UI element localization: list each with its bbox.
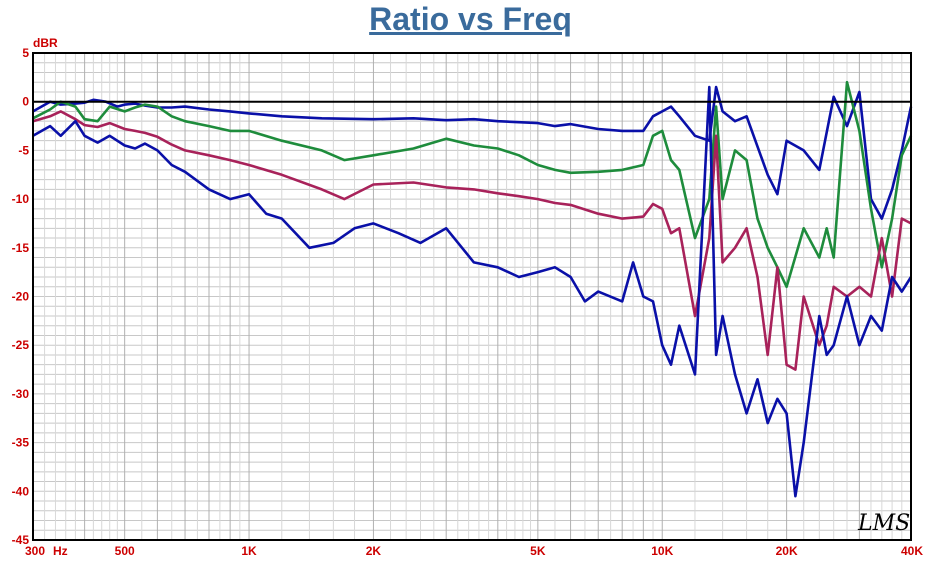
x-axis-unit-label: Hz bbox=[53, 544, 68, 558]
y-tick-label: 5 bbox=[22, 46, 29, 60]
series-line-3 bbox=[32, 110, 912, 371]
x-tick-label: 40K bbox=[901, 544, 923, 558]
x-tick-label: 300 bbox=[25, 544, 45, 558]
series-lines bbox=[32, 80, 913, 498]
x-tick-label: 1K bbox=[241, 544, 257, 558]
y-tick-label: -35 bbox=[12, 436, 30, 450]
y-tick-label: -15 bbox=[12, 241, 30, 255]
y-tick-label: -25 bbox=[12, 338, 30, 352]
y-tick-label: 0 bbox=[22, 95, 29, 109]
y-tick-label: -40 bbox=[12, 484, 30, 498]
lms-watermark: LMS bbox=[857, 511, 910, 536]
x-tick-label: 5K bbox=[530, 544, 546, 558]
y-tick-label: -45 bbox=[12, 533, 30, 547]
y-axis-unit-label: dBR bbox=[33, 36, 58, 50]
y-axis-ticks: 5 0 -5 -10 -15 -20 -25 -30 -35 -40 -45 bbox=[12, 46, 30, 547]
x-axis-ticks: 300 500 1K 2K 5K 10K 20K 40K bbox=[25, 544, 923, 558]
plot-frame bbox=[32, 52, 912, 541]
x-tick-label: 20K bbox=[776, 544, 798, 558]
y-tick-label: -30 bbox=[12, 387, 30, 401]
y-tick-label: -10 bbox=[12, 192, 30, 206]
y-tick-label: -20 bbox=[12, 290, 30, 304]
series-line-4 bbox=[32, 85, 913, 498]
x-tick-label: 10K bbox=[651, 544, 673, 558]
y-tick-label: -5 bbox=[18, 143, 29, 157]
x-tick-label: 2K bbox=[366, 544, 382, 558]
chart-title: Ratio vs Freq bbox=[369, 1, 572, 37]
series-line-1 bbox=[32, 85, 913, 220]
x-tick-label: 500 bbox=[115, 544, 135, 558]
series-line-2 bbox=[32, 80, 913, 289]
